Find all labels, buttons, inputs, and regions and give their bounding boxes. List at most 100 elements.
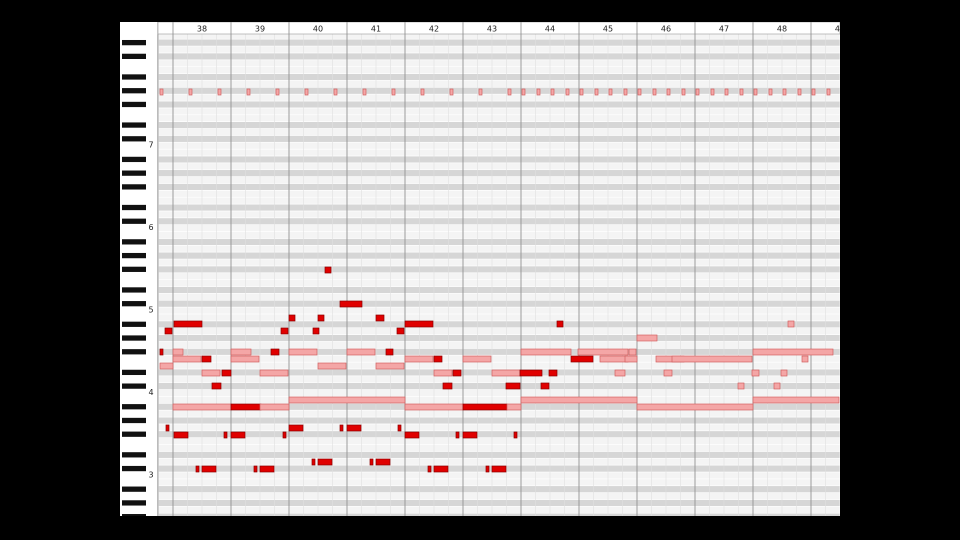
note [594,88,599,96]
note [346,424,362,432]
note [801,355,809,363]
note [455,431,460,439]
note [663,369,673,377]
note [787,320,795,328]
note [666,88,671,96]
white-key [120,231,158,239]
black-key [122,301,146,307]
note [579,88,584,96]
white-key [120,197,158,205]
black-key [122,184,146,190]
white-key [120,355,158,363]
note [485,465,490,473]
measure-number: 44 [545,25,555,34]
note [404,431,420,439]
note [753,88,758,96]
white-key [120,149,158,156]
note [230,355,260,363]
note [159,348,164,356]
note [577,348,629,356]
white-key [120,107,158,115]
note [599,355,629,363]
black-key [122,465,146,472]
white-key [120,293,158,301]
note [288,396,406,404]
note [695,88,700,96]
white-key [120,313,158,321]
white-key [120,396,158,404]
white-key [120,272,158,280]
note [362,88,367,96]
note [520,348,572,356]
white-key [120,245,158,253]
measure-header [157,22,840,35]
white-key [120,128,158,136]
note [172,348,184,356]
black-key [122,156,146,163]
note [797,88,802,96]
white-key [120,176,158,184]
note [737,382,745,390]
note [375,314,385,322]
note [317,458,333,466]
note [311,458,316,466]
note [519,369,543,377]
white-key [120,80,158,88]
white-key [120,307,158,314]
note [172,355,202,363]
black-key [122,335,146,341]
black-key [122,349,146,355]
white-key [120,210,158,218]
black-key [122,39,146,46]
note [246,88,251,96]
note [339,424,344,432]
note [333,88,338,96]
note [442,382,453,390]
black-key [122,101,146,108]
measure-number: 49 [835,25,845,34]
note [230,431,246,439]
note [195,465,200,473]
note [282,431,287,439]
note [304,88,309,96]
note [505,382,521,390]
note [652,88,657,96]
note [550,88,555,96]
note [520,396,638,404]
note [752,396,840,404]
octave-label: 4 [148,388,153,397]
octave-label: 3 [148,471,153,480]
note [288,314,296,322]
note [449,88,454,96]
note [780,369,788,377]
note [288,424,304,432]
black-key [122,266,146,272]
note [623,88,628,96]
note [624,355,638,363]
note [172,403,232,411]
white-key [120,410,158,418]
note [397,424,402,432]
note [506,403,522,411]
note [317,362,347,370]
note [751,369,760,377]
note [752,348,834,356]
note [259,465,275,473]
note [259,403,290,411]
note [280,327,289,335]
note [159,88,164,96]
black-key [122,321,146,327]
measure-number: 48 [777,25,787,34]
note [375,458,391,466]
note [478,88,483,96]
note [420,88,425,96]
octave-label: 6 [148,223,153,232]
measure-number: 39 [255,25,265,34]
note [270,348,280,356]
note [346,348,376,356]
black-key [122,252,146,259]
black-key [122,53,146,59]
note [811,88,816,96]
white-key [120,362,158,369]
